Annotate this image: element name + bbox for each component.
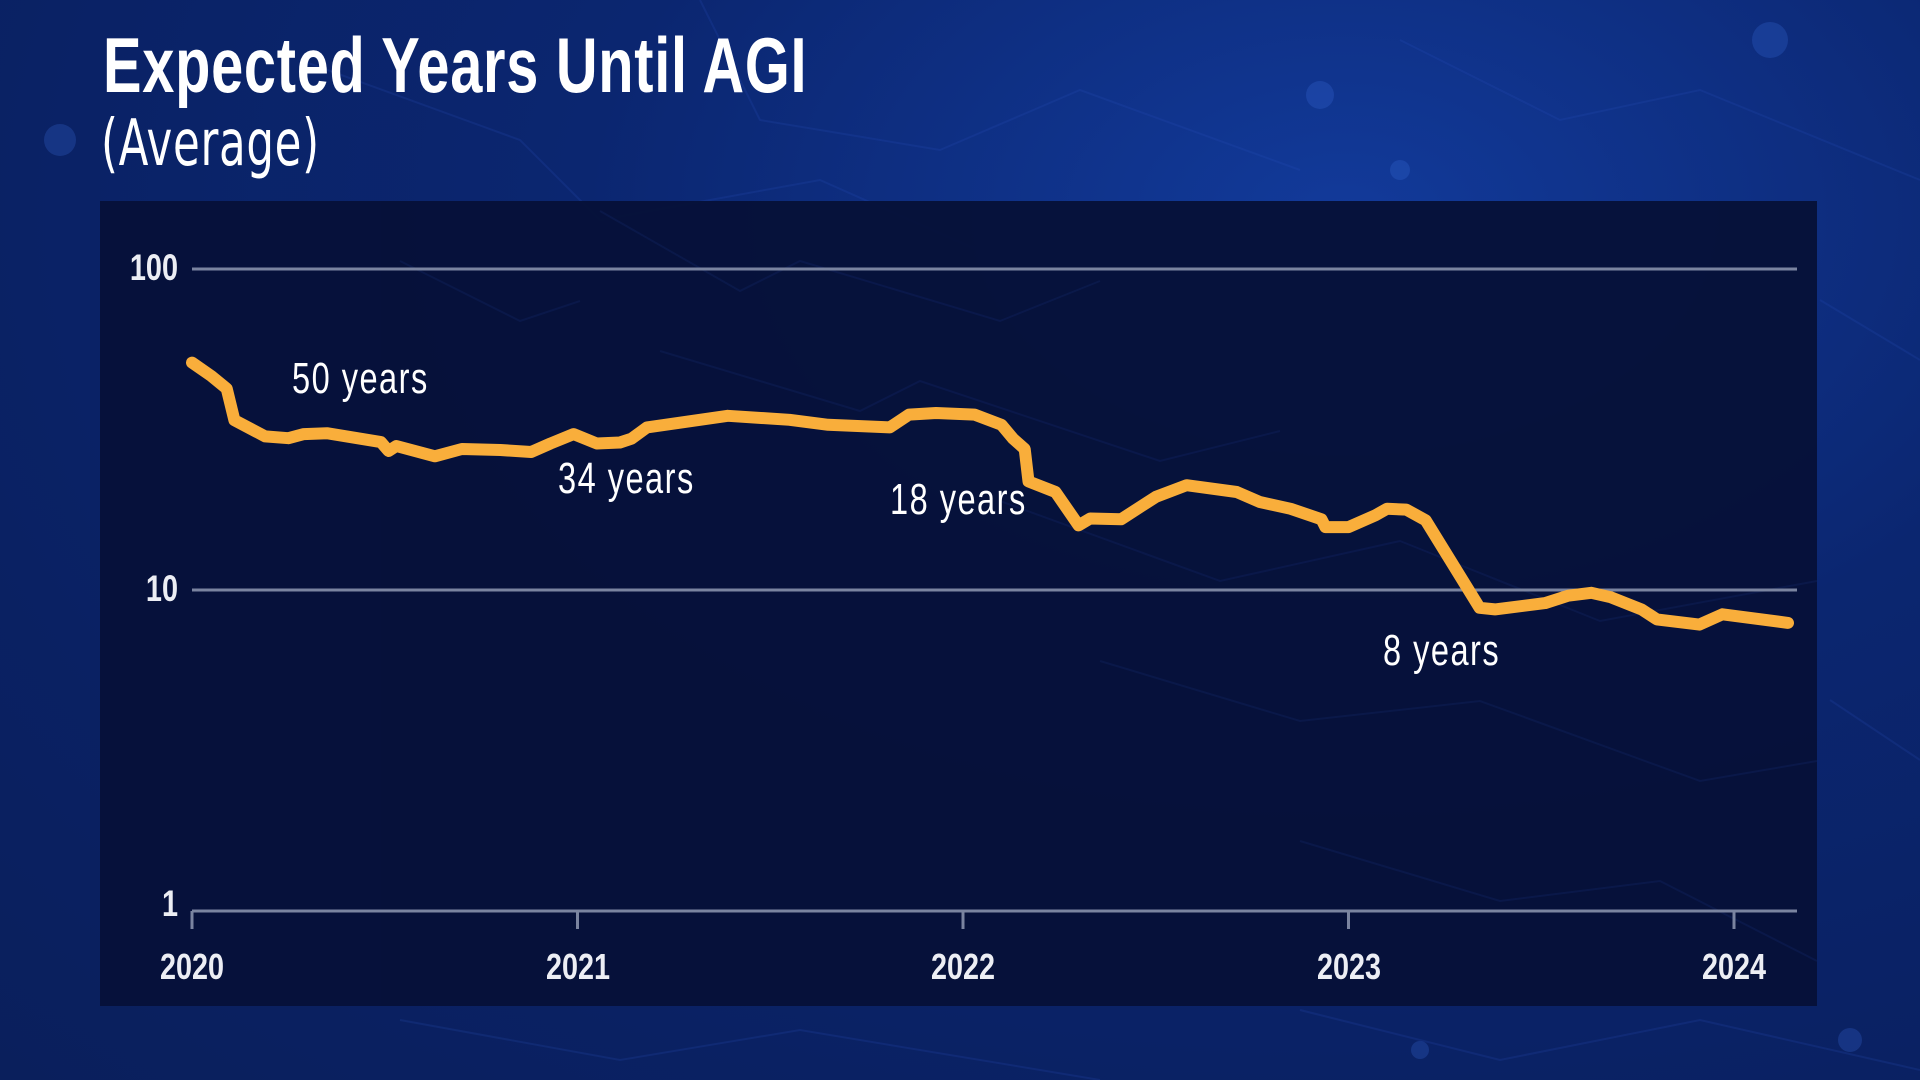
x-tick-label-2022: 2022 [930, 946, 996, 987]
y-tick-label-1: 1 [161, 883, 178, 924]
annotation-label: 34 years [558, 454, 695, 504]
x-tick-label-2023: 2023 [1316, 946, 1381, 987]
chart-title: Expected Years Until AGI [103, 21, 808, 109]
annotation-label: 50 years [292, 354, 429, 404]
gridlines [192, 267, 1797, 913]
x-tick-label-2020: 2020 [159, 946, 225, 987]
annotation-label: 18 years [889, 474, 1027, 524]
panel-circuit-pattern [399, 210, 1817, 962]
y-tick-label-100: 100 [129, 247, 178, 288]
x-axis-ticks [190, 911, 1736, 929]
annotation-label: 8 years [1383, 626, 1501, 676]
series-line-expected-years [186, 356, 1794, 631]
chart-subtitle: (Average) [101, 107, 320, 181]
y-tick-label-10: 10 [145, 568, 178, 609]
x-tick-label-2021: 2021 [545, 946, 610, 987]
x-tick-label-2024: 2024 [1701, 946, 1767, 987]
